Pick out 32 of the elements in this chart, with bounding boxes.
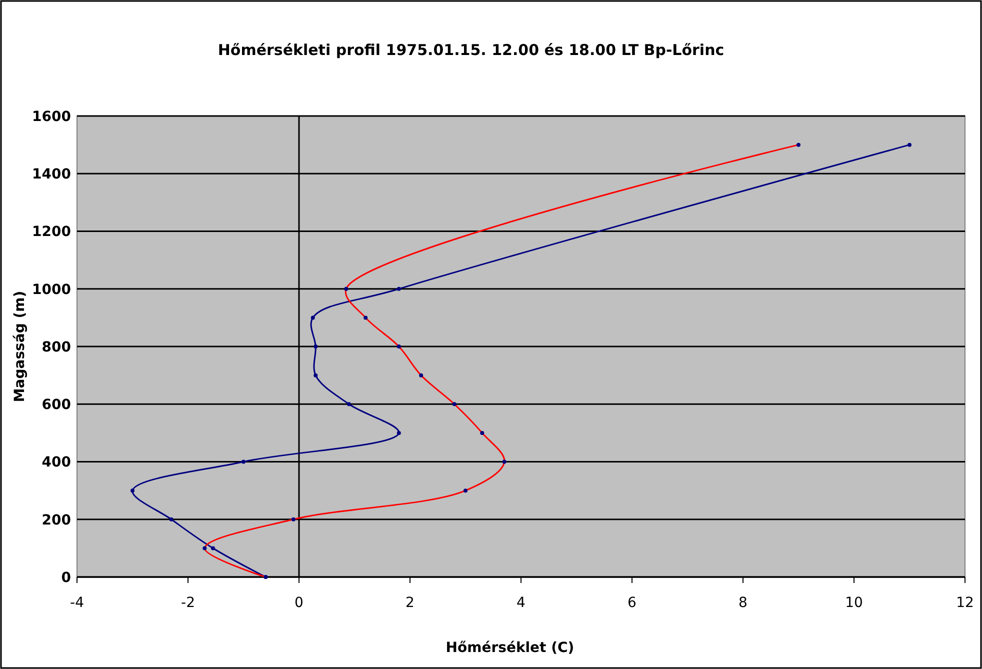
x-tick-label: -2 bbox=[181, 595, 195, 611]
y-tick-label: 1400 bbox=[32, 166, 72, 183]
point bbox=[314, 373, 318, 378]
x-tick-label: 12 bbox=[956, 595, 974, 611]
y-tick-label: 0 bbox=[61, 570, 72, 586]
point bbox=[242, 460, 246, 464]
point bbox=[210, 546, 215, 550]
point bbox=[314, 344, 318, 348]
point bbox=[346, 402, 351, 406]
y-tick-label: 1000 bbox=[32, 282, 72, 298]
point bbox=[396, 286, 401, 291]
y-axis-title: Magasság (m) bbox=[12, 290, 28, 402]
y-tick-label: 1200 bbox=[32, 224, 72, 240]
point bbox=[169, 517, 174, 522]
x-tick-label: -4 bbox=[70, 595, 84, 611]
x-axis-title: Hőmérséklet (C) bbox=[446, 640, 574, 656]
y-tick-label: 1600 bbox=[32, 108, 72, 125]
x-tick-label: 8 bbox=[738, 595, 748, 611]
x-tick-label: 6 bbox=[628, 595, 637, 611]
y-tick-label: 600 bbox=[42, 397, 72, 414]
y-tick-label: 800 bbox=[42, 339, 72, 356]
point bbox=[396, 430, 401, 435]
x-tick-label: 10 bbox=[845, 595, 863, 611]
point bbox=[310, 316, 315, 320]
point bbox=[130, 488, 134, 493]
y-tick-label: 200 bbox=[42, 512, 72, 528]
chart-title: Hőmérsékleti profil 1975.01.15. 12.00 és 18.00 LT Bp-Lőrinc bbox=[218, 41, 724, 59]
x-tick-label: 2 bbox=[406, 595, 414, 611]
point bbox=[908, 142, 912, 147]
x-tick-label: 4 bbox=[516, 595, 526, 611]
x-tick-label: 0 bbox=[294, 595, 304, 611]
y-tick-label: 400 bbox=[42, 454, 72, 471]
